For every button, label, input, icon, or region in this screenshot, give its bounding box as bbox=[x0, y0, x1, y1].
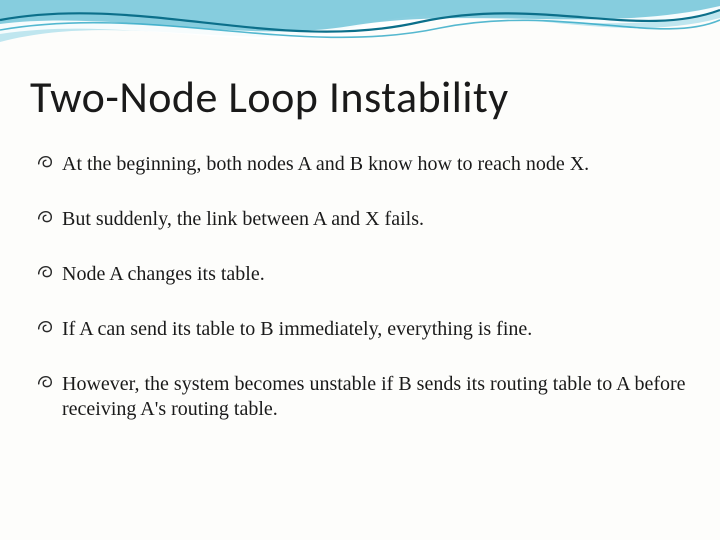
bullet-text: Node A changes its table. bbox=[62, 263, 265, 285]
swirl-icon bbox=[36, 319, 54, 337]
swirl-icon bbox=[36, 209, 54, 227]
slide-title: Two-Node Loop Instability bbox=[30, 70, 690, 124]
swirl-icon bbox=[36, 374, 54, 392]
bullet-item: Node A changes its table. bbox=[36, 262, 690, 287]
bullet-text: However, the system becomes unstable if … bbox=[62, 373, 686, 420]
swirl-icon bbox=[36, 154, 54, 172]
bullet-list: At the beginning, both nodes A and B kno… bbox=[30, 152, 690, 422]
slide-content: Two-Node Loop Instability At the beginni… bbox=[30, 70, 690, 452]
swirl-icon bbox=[36, 264, 54, 282]
bullet-text: If A can send its table to B immediately… bbox=[62, 318, 532, 340]
bullet-text: At the beginning, both nodes A and B kno… bbox=[62, 153, 589, 175]
bullet-item: But suddenly, the link between A and X f… bbox=[36, 207, 690, 232]
bullet-item: If A can send its table to B immediately… bbox=[36, 317, 690, 342]
bullet-text: But suddenly, the link between A and X f… bbox=[62, 208, 424, 230]
bullet-item: At the beginning, both nodes A and B kno… bbox=[36, 152, 690, 177]
bullet-item: However, the system becomes unstable if … bbox=[36, 372, 690, 422]
